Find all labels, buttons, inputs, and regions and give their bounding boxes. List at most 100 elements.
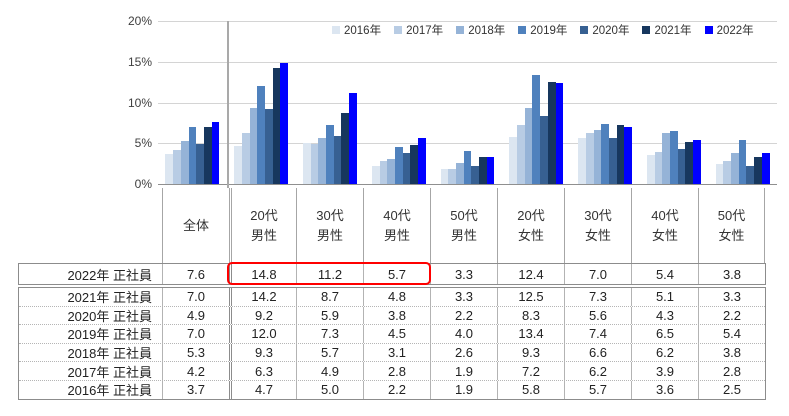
row-label: 2019年 正社員 [67,327,152,343]
table-cell: 9.3 [229,343,296,362]
legend-label: 2016年 [344,25,382,37]
row-label: 2022年 正社員 [67,267,152,283]
table-cell: 4.5 [363,325,430,343]
bar [402,153,411,184]
bar [616,124,625,184]
y-axis: 20% 15% 10% 5% 0% [106,14,152,191]
bar [455,162,464,184]
gridline [158,21,777,22]
bar [509,136,518,184]
row-label: 2020年 正社員 [67,308,152,324]
table-cell: 5.1 [631,288,698,306]
legend-swatch-icon [642,26,651,34]
table-cell: 12.0 [229,325,296,343]
table-header-cell: 20代 女性 [497,188,564,263]
row-label: 2018年 正社員 [67,346,152,362]
table-row: 2022年 正社員 7.6 14.8 11.2 5.7 3.3 12.4 7.0 5.4 3.8 [19,264,765,284]
table-row: 2016年 正社員 3.7 4.7 5.0 2.2 1.9 5.8 5.7 3.6 2.5 [19,379,765,399]
table-cell: 12.4 [497,264,564,284]
table-cell: 5.9 [296,306,363,325]
table-row: 2020年 正社員 4.9 9.2 5.9 3.8 2.2 8.3 5.6 4.3 2.2 [19,305,765,325]
bar [379,161,388,184]
legend-item: 2020年 [580,22,629,38]
table-cell: 6.2 [564,362,631,380]
table-cell: 5.6 [564,306,631,325]
legend-label: 2018年 [468,25,506,37]
legend-item: 2021年 [642,22,692,38]
row-label: 2021年 正社員 [67,290,152,306]
table-cell: 6.2 [631,343,698,362]
bar [677,148,686,184]
x-axis-line [158,184,777,185]
gridline [158,143,777,145]
bar [272,68,281,184]
row-label: 2016年 正社員 [67,383,152,399]
bars-layer [158,21,777,184]
table-cell: 12.5 [497,288,564,306]
table-cell: 4.9 [162,306,229,325]
legend: 2016年 2017年 2018年 2019年 2020年 2021年 2022年 [332,22,754,38]
table-header-cell: 20代 男性 [229,188,296,263]
legend-item: 2016年 [332,22,381,38]
table-cell: 3.3 [430,288,497,306]
table-cell: 3.3 [698,288,765,306]
bar [578,137,586,184]
bar [555,82,564,184]
legend-swatch-icon [580,26,589,34]
bar [310,144,319,184]
legend-item: 2022年 [704,22,754,38]
table-header-cell: 全体 [162,188,229,263]
table-cell: 1.9 [430,362,497,380]
legend-swatch-icon [704,26,713,34]
table-cell: 9.3 [497,343,564,362]
table-cell: 11.2 [296,264,363,284]
table-cell: 2.5 [698,380,765,399]
bar [257,86,266,184]
table-cell: 5.4 [631,264,698,284]
bar [440,168,449,184]
bar [715,163,724,184]
bar [670,131,678,184]
bar [417,137,426,184]
bar-group-2 [227,21,296,184]
bar [188,126,197,184]
table-cell: 5.0 [296,380,363,399]
bar [448,168,456,184]
table-cell: 6.5 [631,325,698,343]
bar-group-9 [708,21,777,184]
table-body-box: 2021年 正社員 7.0 14.2 8.7 4.8 3.3 12.5 7.3 5.1 3.3 20… [18,287,766,400]
table-cell: 7.4 [564,325,631,343]
table-cell: 1.9 [430,380,497,399]
table-cell: 4.0 [430,325,497,343]
row-label: 2017年 正社員 [67,364,152,380]
table-cell: 4.3 [631,306,698,325]
table-cell: 7.3 [296,325,363,343]
table-cell: 2.6 [430,343,497,362]
bar [326,124,334,184]
y-axis-tick-label: 15% [127,54,152,69]
legend-item: 2017年 [394,22,443,38]
table-cell: 14.2 [229,288,296,306]
bar [761,153,770,184]
table-cell: 3.8 [698,343,765,362]
bar [608,138,617,184]
bar [265,109,273,184]
table-cell: 3.9 [631,362,698,380]
table-cell: 7.0 [564,264,631,284]
table-row: 2021年 正社員 7.0 14.2 8.7 4.8 3.3 12.5 7.3 5.1 3.3 [19,288,765,306]
table-cell: 13.4 [497,325,564,343]
bar [754,157,762,184]
bar [371,166,380,184]
bar [241,132,250,184]
bar [180,140,189,184]
y-axis-tick-label: 20% [127,14,152,28]
bar [249,108,258,184]
bar [280,63,289,184]
table-cell: 3.3 [430,264,497,284]
table-cell: 3.8 [698,264,765,284]
table-cell: 5.4 [698,325,765,343]
bar [693,140,701,184]
bar [349,92,357,184]
table-cell: 2.8 [363,362,430,380]
